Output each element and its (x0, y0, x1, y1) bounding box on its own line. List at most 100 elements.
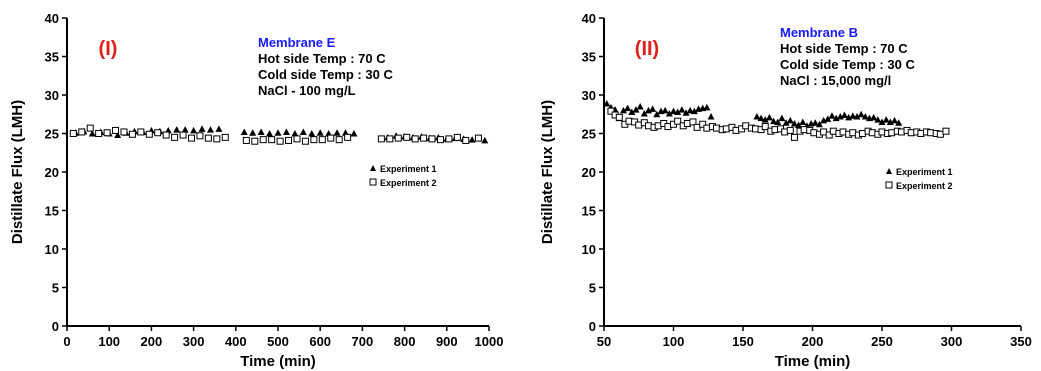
experiment-2-point (154, 129, 162, 137)
experiment-1-point (690, 107, 698, 115)
experiment-1-point (266, 130, 274, 137)
experiment-2-point (259, 136, 267, 144)
experiment-2-point (453, 133, 461, 141)
x-tick-label: 300 (183, 334, 205, 349)
y-tick-label: 40 (45, 11, 59, 26)
experiment-2-point (95, 130, 103, 137)
experiment-1-point (240, 128, 248, 135)
experiment-1-point (757, 114, 765, 122)
experiment-2-point (786, 126, 794, 134)
experiment-1-point (282, 128, 290, 135)
experiment-1-point (333, 129, 341, 136)
experiment-1-point (786, 116, 794, 124)
experiment-2-point (285, 136, 293, 144)
experiment-2-point (213, 135, 221, 143)
experiment-2-point (162, 131, 170, 139)
experiment-2-point (86, 124, 94, 132)
legend: Experiment 1 Experiment 2 (885, 167, 953, 191)
x-tick-label: 150 (732, 334, 754, 349)
experiment-1-point (853, 113, 861, 120)
experiment-1-point (653, 110, 661, 118)
experiment-1-point (790, 119, 798, 127)
experiment-2-point (615, 113, 623, 121)
experiment-2-point (242, 136, 250, 144)
membrane-title: Membrane B (780, 25, 858, 40)
experiment-2-point (403, 133, 411, 141)
experiment-1-point (636, 103, 644, 110)
experiment-2-point (196, 132, 204, 140)
y-tick-label: 35 (45, 50, 59, 65)
experiment-2-point (825, 131, 833, 139)
chart-panel-membrane-e: 0 5 10 15 20 25 30 35 40 0 100 200 300 400 500 600 700 80… (0, 0, 520, 371)
experiment-2-point (411, 135, 419, 143)
experiment-1-point (674, 108, 682, 115)
experiment-2-point (394, 134, 402, 142)
chart-svg-2: 0 5 10 15 20 25 30 35 40 50 100 150 200 250 300 350 Time… (539, 11, 1032, 370)
experiment-1-point (811, 119, 819, 126)
experiment-1-point (849, 112, 857, 119)
experiment-1-point (778, 114, 786, 122)
experiment-2-point (137, 128, 145, 136)
experiment-1-point (828, 112, 836, 119)
legend-square-icon (369, 178, 377, 186)
experiment-2-point (318, 136, 326, 144)
experiment-2-point (251, 137, 259, 145)
y-tick-label: 0 (52, 319, 59, 334)
experiment-1-point (603, 99, 611, 107)
x-tick-label: 300 (941, 334, 963, 349)
y-tick-label: 5 (589, 281, 596, 296)
experiment-2-point (276, 137, 284, 145)
legend-triangle-icon (370, 165, 376, 171)
experiment-1-point (114, 131, 122, 139)
experiment-1-point (619, 106, 627, 114)
experiment-2-point (386, 135, 394, 143)
y-tick-label: 0 (589, 319, 596, 334)
x-tick-label: 200 (141, 334, 163, 349)
experiment-1-point (678, 106, 686, 113)
experiment-1-point (198, 125, 206, 132)
x-tick-label: 50 (597, 334, 611, 349)
experiment-2-point (344, 133, 352, 141)
experiment-2-point (78, 128, 86, 136)
experiment-2-point (420, 134, 428, 142)
x-tick-label: 800 (394, 334, 416, 349)
legend-label: Experiment 1 (896, 167, 953, 177)
experiment-1-point (895, 119, 903, 126)
experiment-1-point (661, 106, 669, 114)
x-tick-label: 100 (663, 334, 685, 349)
experiment-2-point (310, 136, 318, 144)
y-tick-label: 15 (582, 204, 596, 219)
x-tick-label: 100 (98, 334, 120, 349)
y-tick-label: 25 (45, 127, 59, 142)
experiment-2-point (689, 118, 697, 126)
y-tick-label: 10 (582, 242, 596, 257)
condition-line: NaCl : 15,000 mg/l (780, 73, 891, 88)
experiment-2-point (293, 135, 301, 143)
experiment-1-point (765, 113, 773, 121)
experiment-2-point (112, 126, 120, 134)
y-tick-label: 30 (582, 88, 596, 103)
experiment-2-point (761, 123, 769, 131)
panel-label: (II) (635, 38, 659, 60)
experiment-1-point (870, 113, 878, 121)
experiment-1-point (882, 116, 890, 123)
y-axis-title: Distillate Flux (LMH) (539, 100, 556, 244)
series-2 (607, 107, 950, 141)
x-tick-label: 700 (352, 334, 374, 349)
x-tick-label: 600 (309, 334, 331, 349)
experiment-2-point (128, 130, 136, 138)
x-tick-label: 200 (802, 334, 824, 349)
experiment-1-point (649, 105, 657, 112)
experiment-1-point (316, 129, 324, 136)
condition-line: Cold side Temp : 30 C (258, 67, 393, 82)
experiment-1-point (257, 128, 265, 135)
x-tick-label: 250 (871, 334, 893, 349)
experiment-1-point (874, 116, 882, 123)
experiment-1-point (707, 113, 715, 120)
experiment-2-point (790, 133, 798, 141)
legend-label: Experiment 2 (896, 181, 953, 191)
panel-label: (I) (99, 38, 118, 60)
legend: Experiment 1 Experiment 2 (369, 164, 437, 188)
y-tick-label: 40 (582, 11, 596, 26)
